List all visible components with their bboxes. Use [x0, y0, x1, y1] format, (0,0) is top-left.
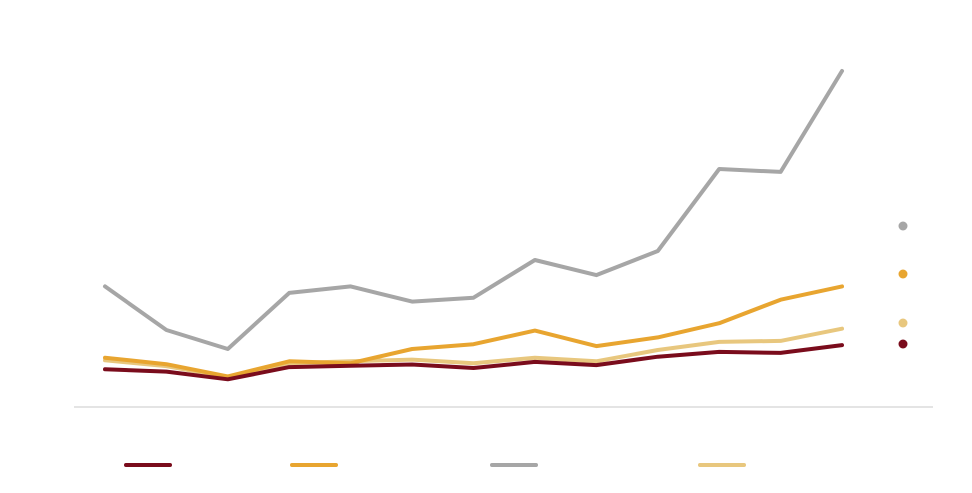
end-marker-4 — [898, 318, 908, 328]
series-layer — [103, 69, 844, 382]
series-line-1 — [103, 343, 844, 382]
series-line-2 — [103, 284, 844, 379]
series-line-3 — [103, 69, 844, 351]
end-marker-3 — [898, 221, 908, 231]
end-marker-2 — [898, 269, 908, 279]
end-marker-layer — [898, 221, 908, 349]
end-marker-1 — [898, 339, 908, 349]
